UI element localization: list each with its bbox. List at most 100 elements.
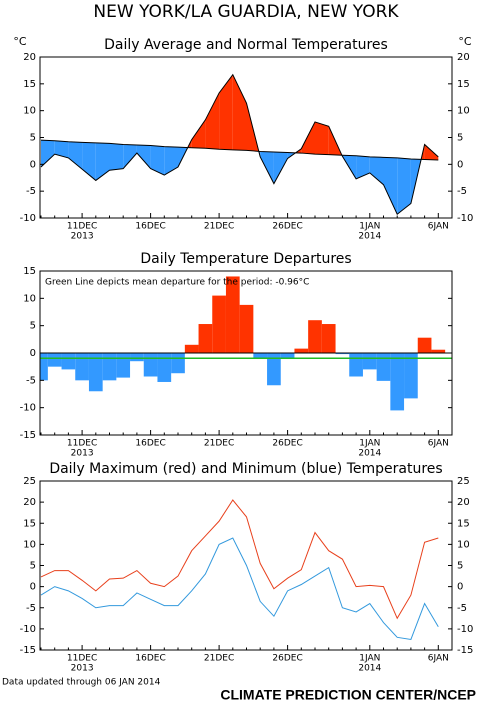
x-year-label: 2014 [358,232,381,242]
y-tick-label: 15 [23,266,36,277]
bar [321,324,336,353]
x-year-label: 2013 [71,664,94,674]
footer-note: Data updated through 06 JAN 2014 [2,678,161,688]
y-tick-label: 10 [23,106,36,117]
y-tick-label: 5 [30,133,36,144]
x-tick-label: 1JAN [359,439,380,449]
y-tick-label: 20 [23,52,36,63]
bar [308,320,322,353]
x-tick-label: 21DEC [204,222,234,232]
plot-frame [39,56,453,219]
bar [102,353,117,381]
diff-fill [383,157,398,215]
plot-frame [39,480,453,651]
data-line [40,73,439,216]
diff-fill [232,74,247,151]
y-tick-label: -10 [20,624,36,635]
y-tick-label: 0 [30,582,36,593]
y-tick-label: 0 [30,159,36,170]
y-tick-label-right: 10 [457,106,470,117]
y-tick-label-right: -5 [457,603,467,614]
data-line [40,537,439,640]
bar [280,353,295,360]
x-tick-label: 16DEC [135,439,165,449]
diff-fill [150,145,165,176]
bar [417,337,432,353]
bar [212,295,226,353]
x-year-label: 2014 [358,664,381,674]
chart-title: Daily Maximum (red) and Minimum (blue) T… [49,461,442,477]
y-tick-label: 15 [23,518,36,529]
plot-area [40,499,439,640]
y-tick-label-right: 15 [457,518,470,529]
x-tick-label: 6JAN [428,439,449,449]
x-tick-label: 1JAN [359,222,380,232]
x-year-label: 2014 [358,449,381,459]
bar [376,353,391,381]
data-line [40,139,439,161]
bar [130,353,144,362]
x-year-label: 2013 [71,232,94,242]
chart-title: Daily Temperature Departures [140,251,351,267]
bar [239,304,254,353]
bar [362,353,377,370]
bar [335,353,350,355]
bar [40,353,48,381]
main-title: NEW YORK/LA GUARDIA, NEW YORK [93,2,399,22]
diff-fill [356,155,370,179]
y-tick-label: 20 [23,497,36,508]
bar [225,276,240,353]
chart-title: Daily Average and Normal Temperatures [104,37,388,53]
diff-fill [397,157,411,215]
y-tick-label-right: 20 [457,497,470,508]
y-tick-label: 25 [23,476,36,487]
bar [184,344,199,353]
x-tick-label: 11DEC [67,654,97,664]
bar [88,353,103,392]
diff-fill [191,119,206,149]
y-tick-label-right: -10 [457,213,473,224]
diff-fill [82,142,96,181]
y-tick-label: 5 [30,321,36,332]
y-tick-label: -15 [20,645,36,656]
x-tick-label: 11DEC [67,439,97,449]
bar [198,324,213,353]
y-unit-left: °C [13,35,27,48]
diff-fill [95,142,110,181]
diff-fill [260,151,274,184]
plot-frame [39,270,453,436]
y-tick-label-right: 20 [457,52,470,63]
data-line [40,499,439,620]
y-tick-label: -10 [20,403,36,414]
diff-fill [219,74,233,150]
y-tick-label-right: 5 [457,561,463,572]
y-tick-label: -10 [20,213,36,224]
y-tick-label: 5 [30,561,36,572]
y-tick-label-right: 5 [457,133,463,144]
y-tick-label: -5 [26,186,36,197]
bar [143,353,158,377]
diff-fill [273,151,288,184]
x-tick-label: 16DEC [135,222,165,232]
diff-fill [41,140,55,168]
x-tick-label: 16DEC [135,654,165,664]
y-tick-label: -5 [26,375,36,386]
y-tick-label: 0 [30,348,36,359]
plot-area [40,276,452,411]
y-tick-label-right: -10 [457,624,473,635]
y-tick-label: 10 [23,539,36,550]
x-tick-label: 21DEC [204,439,234,449]
y-tick-label-right: 25 [457,476,470,487]
y-unit-right: °C [458,35,472,48]
diff-fill [164,146,178,176]
bar [47,353,62,367]
diff-fill [136,145,151,169]
x-tick-label: 1JAN [359,654,380,664]
diff-fill [123,144,137,169]
bar [431,349,446,353]
bar [253,353,268,359]
annotation: Green Line depicts mean departure for th… [45,278,309,288]
diff-fill [301,121,315,155]
x-tick-label: 6JAN [428,222,449,232]
